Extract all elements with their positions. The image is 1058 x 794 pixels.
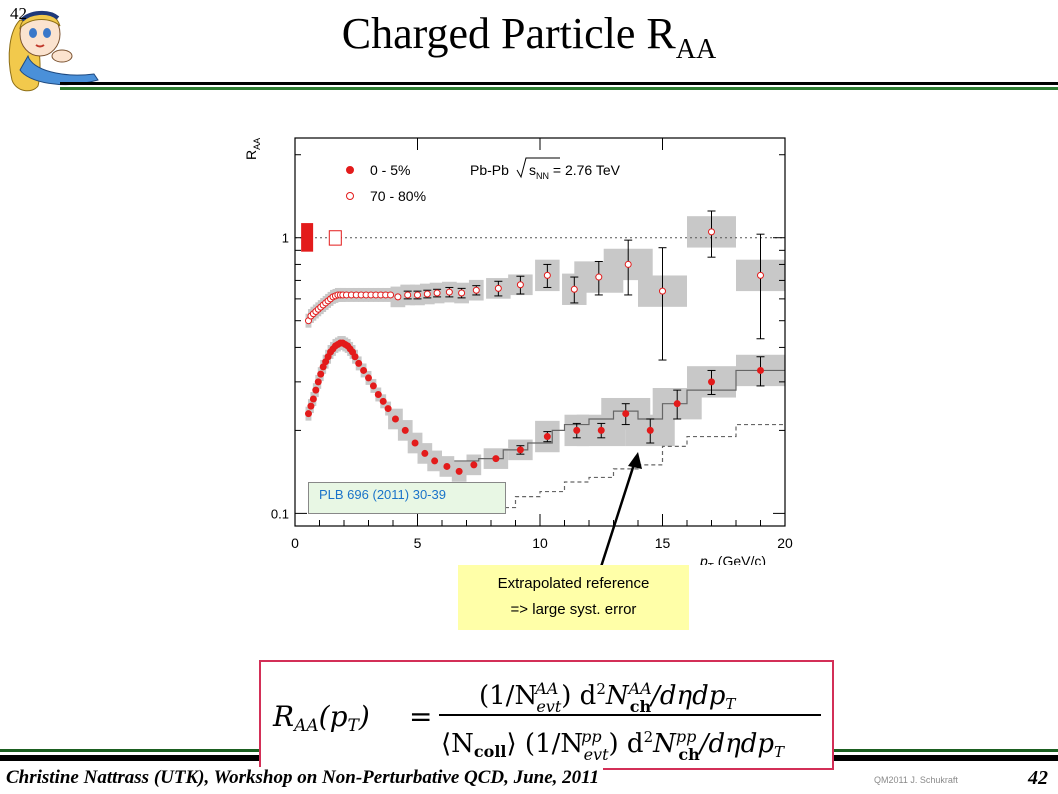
point-central — [622, 410, 630, 418]
point-central — [365, 374, 372, 382]
mascot-logo — [2, 0, 102, 98]
point-peripheral — [516, 281, 524, 289]
data-points — [304, 210, 765, 475]
point-central — [384, 405, 392, 413]
title-rule-black — [60, 82, 1058, 85]
point-central — [309, 395, 317, 403]
point-peripheral — [433, 289, 441, 297]
annotation-box: Extrapolated reference => large syst. er… — [458, 565, 689, 630]
raa-chart: 0 5 10 15 20 0.1 1 pT (GeV/c) RAA 0 - 5% 70 - 80%… — [243, 137, 793, 565]
point-central — [401, 426, 409, 434]
footer-slide-number: 42 — [1028, 767, 1048, 789]
point-central — [431, 457, 439, 465]
point-central — [360, 366, 368, 374]
x-tick-label: 15 — [655, 535, 671, 551]
point-peripheral — [387, 291, 395, 299]
point-peripheral — [494, 284, 502, 292]
point-central — [443, 462, 451, 470]
point-central — [646, 426, 654, 434]
raa-formula: RAA(pT) = (1/NAA evt) d2NAA ch/dηdpT ⟨Ncol… — [272, 679, 821, 762]
point-peripheral — [404, 291, 412, 299]
legend-marker-peripheral — [346, 192, 354, 200]
formula-lhs: RAA(pT) — [272, 700, 370, 736]
point-central — [470, 461, 478, 469]
point-peripheral — [423, 290, 431, 298]
point-peripheral — [414, 291, 421, 299]
point-peripheral — [394, 293, 402, 301]
point-central — [391, 415, 399, 423]
point-central — [317, 370, 325, 378]
point-peripheral — [757, 271, 764, 279]
point-peripheral — [543, 271, 551, 279]
point-peripheral — [445, 288, 453, 296]
point-peripheral — [708, 228, 715, 236]
formula-box: RAA(pT) = (1/NAA evt) d2NAA ch/dηdpT ⟨Ncol… — [259, 660, 834, 770]
slide-number-top: 42 — [10, 4, 27, 23]
x-tick-label: 0 — [291, 535, 299, 551]
footer-author: Christine Nattrass (UTK), Workshop on No… — [6, 767, 604, 789]
x-axis-label: pT (GeV/c) — [699, 553, 766, 565]
point-central — [455, 467, 463, 475]
point-central — [355, 359, 363, 367]
y-tick-label: 1 — [282, 231, 289, 246]
formula-denominator: ⟨Ncoll⟩ (1/Npp evt) d2Npp ch/dηdpT — [441, 727, 785, 762]
annotation-line-2: => large syst. error — [510, 601, 637, 618]
legend: 0 - 5% 70 - 80% Pb-Pb sNN = 2.76 TeV — [301, 157, 621, 252]
point-central — [307, 402, 315, 410]
point-central — [411, 439, 419, 447]
y-axis-label: RAA — [243, 138, 262, 160]
legend-title: Pb-Pb — [470, 162, 509, 178]
point-peripheral — [595, 273, 603, 281]
point-central — [673, 400, 681, 408]
point-peripheral — [624, 260, 632, 268]
point-central — [374, 390, 382, 398]
annotation-arrow — [598, 452, 642, 571]
reference-dashed — [491, 423, 785, 509]
plot-frame: 0 5 10 15 20 0.1 1 pT (GeV/c) RAA — [243, 137, 793, 565]
point-central — [543, 433, 551, 441]
point-central — [379, 397, 387, 405]
title-subscript: AA — [675, 34, 717, 65]
point-central — [757, 366, 764, 374]
norm-box-peripheral — [328, 230, 342, 246]
y-tick-label: 0.1 — [271, 506, 289, 521]
annotation-line-1: Extrapolated reference — [497, 575, 650, 592]
legend-marker-central — [346, 166, 354, 174]
norm-box-central — [301, 223, 314, 252]
point-central — [708, 378, 715, 386]
point-peripheral — [659, 287, 666, 295]
point-central — [421, 449, 429, 457]
point-central — [314, 378, 322, 386]
point-peripheral — [472, 286, 480, 294]
slide-title: Charged Particle RAA — [0, 8, 1058, 66]
x-tick-label: 20 — [777, 535, 793, 551]
plot-frame-box — [294, 137, 786, 527]
x-tick-label: 5 — [414, 535, 422, 551]
point-central — [573, 426, 581, 434]
x-tick-label: 10 — [532, 535, 548, 551]
legend-energy: sNN = 2.76 TeV — [529, 162, 621, 181]
point-central — [516, 446, 524, 454]
point-central — [312, 386, 320, 394]
reference-label: PLB 696 (2011) 30-39 — [308, 482, 506, 514]
point-central — [304, 410, 312, 418]
footer-credit: QM2011 J. Schukraft — [874, 775, 958, 785]
title-main: Charged Particle R — [341, 9, 676, 58]
point-peripheral — [570, 285, 578, 293]
reference-curves — [454, 369, 785, 509]
sqrt-sign — [516, 157, 560, 179]
formula-equals: = — [409, 700, 432, 733]
legend-label-central: 0 - 5% — [370, 162, 410, 178]
point-peripheral — [458, 289, 466, 297]
point-central — [492, 455, 500, 463]
legend-label-peripheral: 70 - 80% — [370, 188, 426, 204]
formula-numerator: (1/NAA evt) d2NAA ch/dηdpT — [479, 679, 736, 716]
point-central — [597, 426, 605, 434]
point-central — [351, 353, 359, 361]
title-rule-green — [60, 87, 1058, 90]
reference-solid — [454, 369, 785, 462]
point-central — [369, 382, 377, 390]
